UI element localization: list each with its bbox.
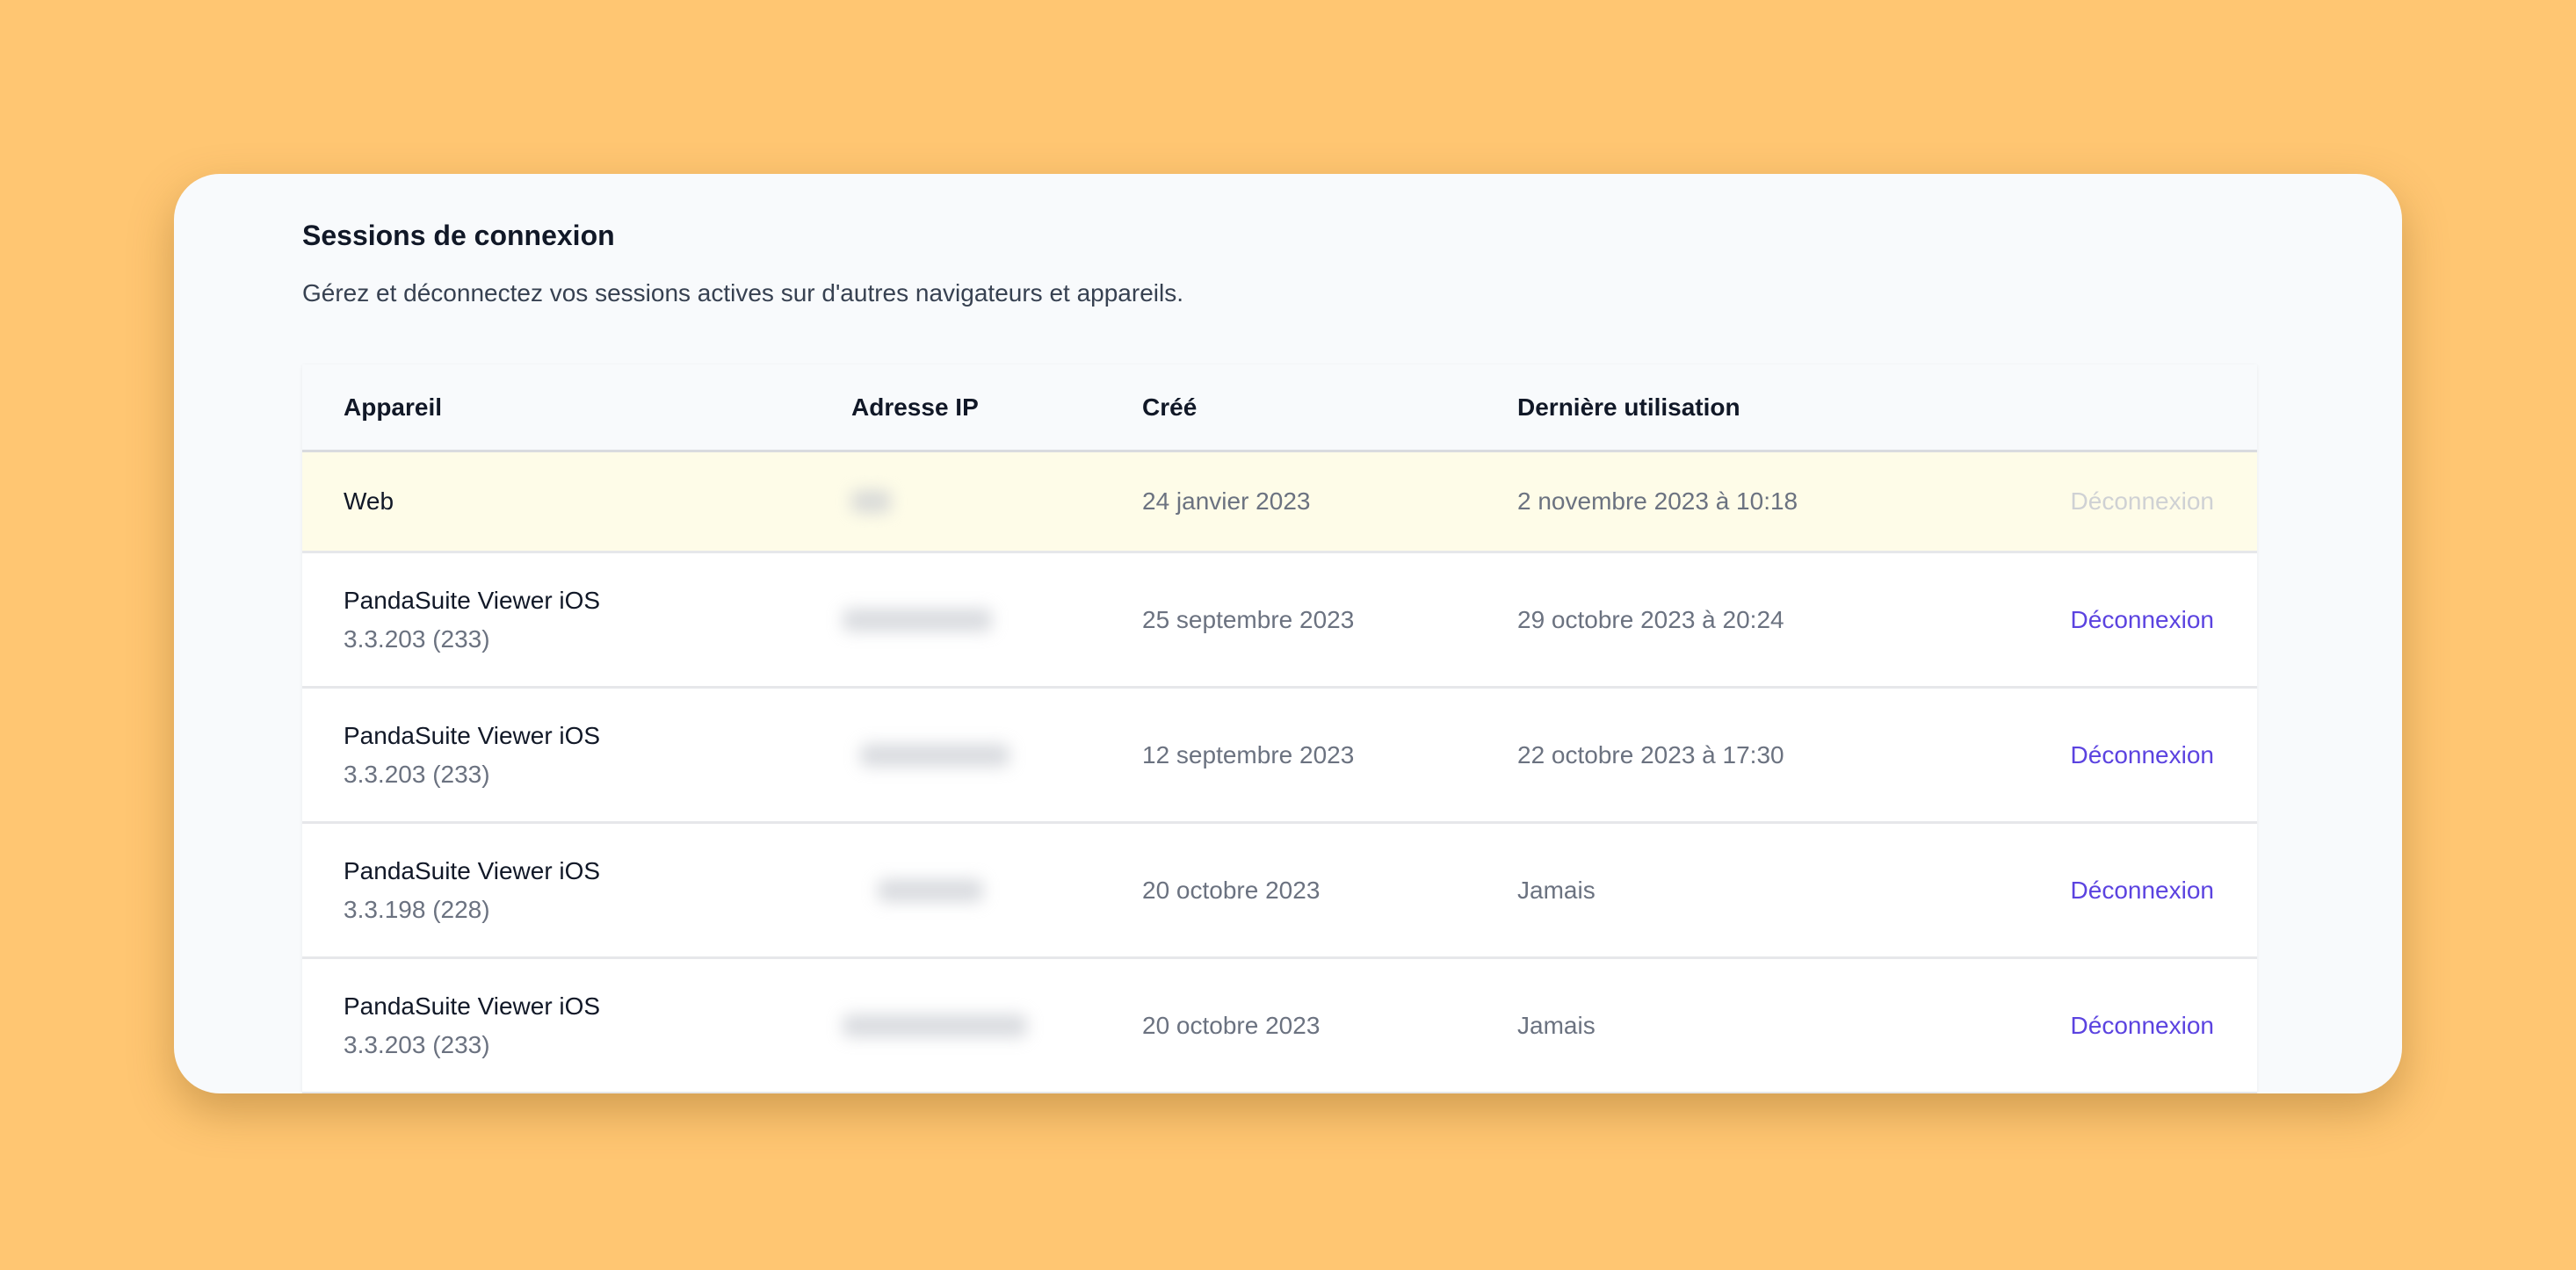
device-version: 3.3.203 (233) — [344, 624, 490, 653]
section-title: Sessions de connexion — [302, 220, 615, 251]
table-header: Appareil Adresse IP Créé Dernière utilis… — [302, 364, 2257, 452]
device-cell: PandaSuite Viewer iOS 3.3.203 (233) — [344, 959, 600, 1092]
header-ip: Adresse IP — [851, 393, 979, 421]
device-cell: PandaSuite Viewer iOS 3.3.198 (228) — [344, 824, 600, 956]
redacted-ip — [878, 878, 983, 902]
redacted-ip — [851, 490, 891, 513]
created-cell: 12 septembre 2023 — [1142, 740, 1355, 768]
device-version: 3.3.203 (233) — [344, 760, 490, 788]
redacted-ip — [860, 743, 1009, 767]
device-name: Web — [344, 487, 394, 515]
logout-button[interactable]: Déconnexion — [2070, 740, 2214, 768]
last-used-cell: Jamais — [1517, 1011, 1596, 1039]
device-version: 3.3.198 (228) — [344, 895, 490, 923]
device-name: PandaSuite Viewer iOS — [344, 586, 601, 614]
header-created: Créé — [1142, 393, 1198, 421]
table-row: PandaSuite Viewer iOS 3.3.203 (233) 25 s… — [302, 553, 2257, 689]
last-used-cell: Jamais — [1517, 876, 1596, 904]
table-row: Web 24 janvier 2023 2 novembre 2023 à 10… — [302, 452, 2257, 553]
logout-button[interactable]: Déconnexion — [2070, 1011, 2214, 1039]
device-cell: PandaSuite Viewer iOS 3.3.203 (233) — [344, 553, 600, 686]
logout-button: Déconnexion — [2070, 487, 2214, 515]
ip-cell-redacted — [843, 959, 1027, 1092]
ip-cell-redacted — [843, 553, 992, 686]
section-subtitle: Gérez et déconnectez vos sessions active… — [302, 279, 1183, 307]
ip-cell-redacted — [851, 689, 1009, 821]
device-name: PandaSuite Viewer iOS — [344, 992, 601, 1020]
created-cell: 20 octobre 2023 — [1142, 876, 1321, 904]
device-version: 3.3.203 (233) — [344, 1030, 490, 1058]
sessions-table: Appareil Adresse IP Créé Dernière utilis… — [302, 364, 2257, 1093]
created-cell: 24 janvier 2023 — [1142, 487, 1311, 515]
ip-cell-redacted — [851, 824, 983, 956]
ip-cell-redacted — [851, 452, 891, 551]
table-row: PandaSuite Viewer iOS 3.3.203 (233) 20 o… — [302, 959, 2257, 1093]
device-name: PandaSuite Viewer iOS — [344, 721, 601, 749]
created-cell: 20 octobre 2023 — [1142, 1011, 1321, 1039]
device-cell: PandaSuite Viewer iOS 3.3.203 (233) — [344, 689, 600, 821]
last-used-cell: 29 octobre 2023 à 20:24 — [1517, 605, 1784, 633]
table-row: PandaSuite Viewer iOS 3.3.198 (228) 20 o… — [302, 824, 2257, 959]
redacted-ip — [843, 608, 992, 631]
header-device: Appareil — [344, 393, 443, 421]
device-cell: Web — [344, 452, 394, 551]
sessions-card: Sessions de connexion Gérez et déconnect… — [174, 174, 2402, 1093]
last-used-cell: 2 novembre 2023 à 10:18 — [1517, 487, 1798, 515]
logout-button[interactable]: Déconnexion — [2070, 876, 2214, 904]
header-last-used: Dernière utilisation — [1517, 393, 1740, 421]
last-used-cell: 22 octobre 2023 à 17:30 — [1517, 740, 1784, 768]
redacted-ip — [843, 1014, 1027, 1037]
created-cell: 25 septembre 2023 — [1142, 605, 1355, 633]
device-name: PandaSuite Viewer iOS — [344, 856, 601, 884]
table-row: PandaSuite Viewer iOS 3.3.203 (233) 12 s… — [302, 689, 2257, 824]
logout-button[interactable]: Déconnexion — [2070, 605, 2214, 633]
